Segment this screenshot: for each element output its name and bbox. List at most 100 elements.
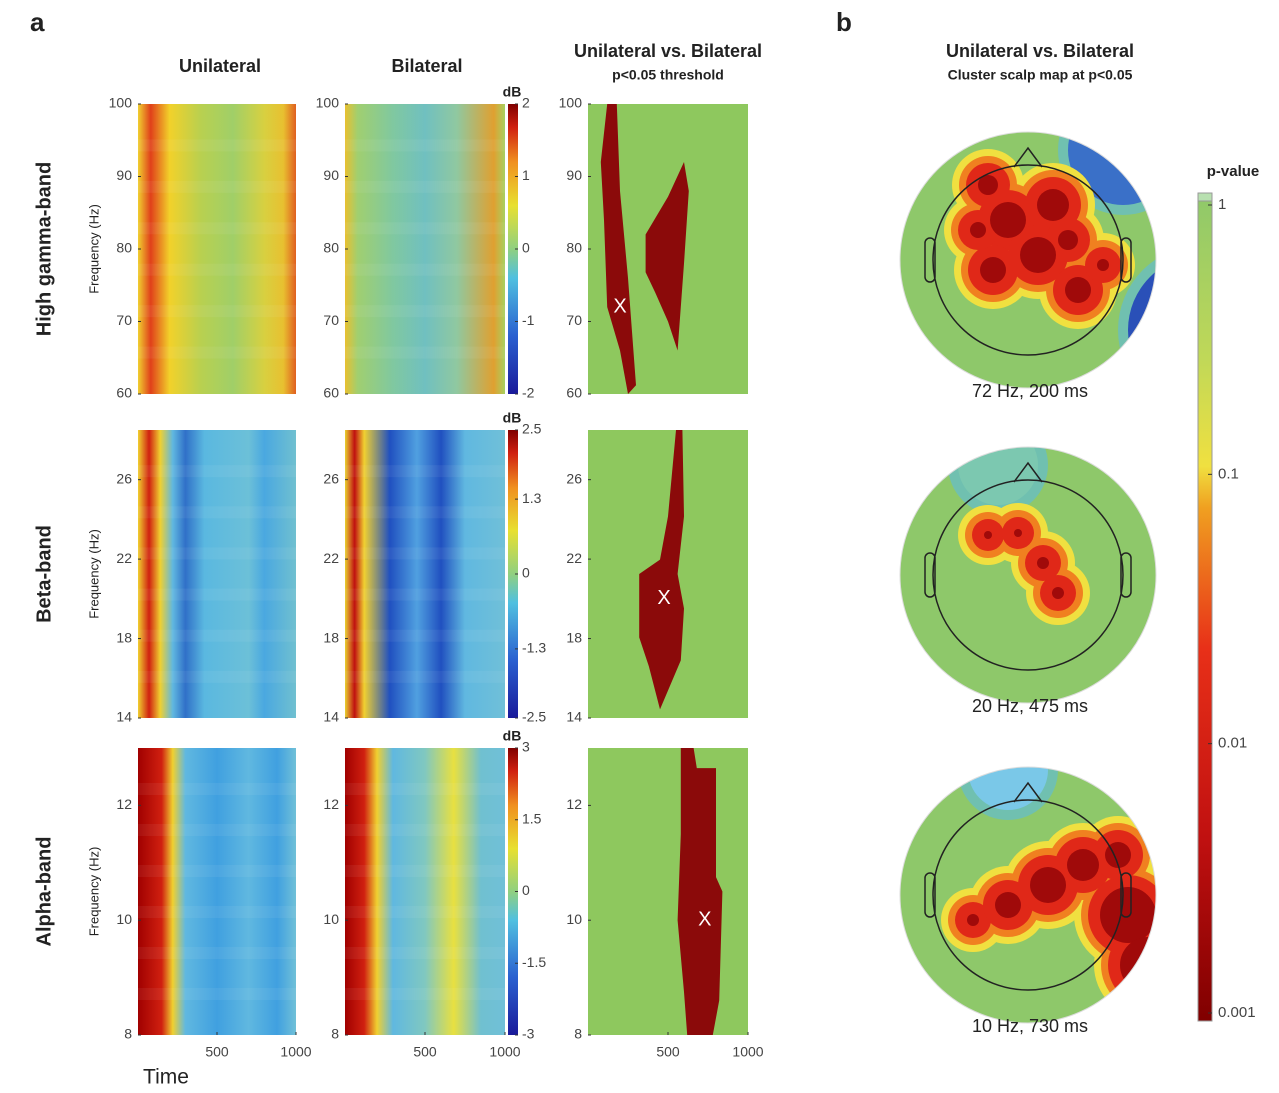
x-tick-label: 1000 [489, 1044, 520, 1060]
colorbar-tick-label: 0 [522, 882, 530, 898]
heatmap-band [345, 222, 505, 234]
y-tick-label: 90 [566, 167, 582, 183]
y-tick-label: 60 [116, 385, 132, 401]
scalp-cluster [1052, 587, 1064, 599]
y-tick-label: 80 [566, 240, 582, 256]
y-tick-label: 14 [566, 709, 582, 725]
x-tick-label: 1000 [732, 1044, 763, 1060]
colorbar-tick-label: 2 [522, 95, 530, 111]
y-tick-label: 10 [566, 911, 582, 927]
scalp-cluster [1065, 277, 1091, 303]
y-tick-label: 70 [116, 312, 132, 328]
heatmap-band [138, 589, 296, 601]
scalp-region [968, 730, 1048, 810]
y-tick-label: 12 [566, 796, 582, 812]
scalp-cluster [1014, 529, 1022, 537]
heatmap-band [138, 465, 296, 477]
colorbar-tick-label: 1.3 [522, 490, 542, 506]
scalp-map [900, 85, 1279, 445]
peak-marker: X [657, 587, 670, 609]
scalp-cluster [1100, 887, 1156, 943]
colorbar-tick-label: 0.1 [1218, 465, 1239, 482]
y-tick-label: 100 [316, 95, 340, 111]
scalp-cluster [1037, 189, 1069, 221]
y-tick-label: 26 [323, 470, 339, 486]
x-tick-label: 1000 [280, 1044, 311, 1060]
y-axis-label: Frequency (Hz) [86, 529, 101, 619]
map-label: 72 Hz, 200 ms [972, 381, 1088, 401]
significant-cluster [678, 748, 723, 1035]
heatmap-band [138, 139, 296, 151]
threshold-note: p<0.05 threshold [612, 67, 724, 83]
y-tick-label: 80 [323, 240, 339, 256]
scalp-map [900, 415, 1156, 703]
scalp-cluster [1037, 557, 1049, 569]
map-label: 20 Hz, 475 ms [972, 696, 1088, 716]
colorbar-tick-label: -2 [522, 385, 535, 401]
scalp-cluster [1058, 230, 1078, 250]
heatmap-band [138, 181, 296, 193]
peak-marker: X [698, 908, 711, 930]
peak-marker: X [613, 295, 626, 317]
y-tick-label: 60 [566, 385, 582, 401]
heatmap-band [345, 547, 505, 559]
heatmap-band [138, 988, 296, 1000]
x-tick-label: 500 [656, 1044, 680, 1060]
panel-title: Unilateral vs. Bilateral [946, 41, 1134, 61]
heatmap-band [345, 465, 505, 477]
y-tick-label: 14 [323, 709, 339, 725]
y-tick-label: 26 [116, 470, 132, 486]
y-tick-label: 8 [574, 1026, 582, 1042]
colorbar-tick-label: -2.5 [522, 709, 546, 725]
heatmap-band [345, 305, 505, 317]
heatmap-band [138, 222, 296, 234]
colorbar-tick-label: -1.3 [522, 640, 546, 656]
heatmap-band [345, 783, 505, 795]
scalp-cluster [1020, 237, 1056, 273]
y-tick-label: 100 [559, 95, 583, 111]
heatmap-band [345, 988, 505, 1000]
colorbar-tick-label: -1 [522, 312, 535, 328]
heatmap-band [345, 824, 505, 836]
y-tick-label: 10 [116, 911, 132, 927]
heatmap-band [345, 671, 505, 683]
y-axis-label: Frequency (Hz) [86, 204, 101, 294]
heatmap-band [138, 906, 296, 918]
y-tick-label: 100 [109, 95, 133, 111]
colorbar-tick-label: 0.01 [1218, 735, 1247, 752]
scalp-cluster [980, 257, 1006, 283]
y-tick-label: 70 [566, 312, 582, 328]
heatmap-band [138, 347, 296, 359]
heatmap-band [345, 506, 505, 518]
row-label: Alpha-band [33, 837, 55, 947]
heatmap-band [345, 347, 505, 359]
y-tick-label: 80 [116, 240, 132, 256]
heatmap-band [345, 264, 505, 276]
heatmap-band [345, 630, 505, 642]
scalp-cluster [970, 222, 986, 238]
colorbar-unit: dB [503, 410, 522, 426]
heatmap-band [138, 305, 296, 317]
colorbar-label: p-value [1207, 163, 1260, 180]
y-axis-label: Frequency (Hz) [86, 847, 101, 937]
heatmap-band [138, 947, 296, 959]
scalp-map [900, 720, 1202, 1023]
heatmap-band [138, 506, 296, 518]
y-tick-label: 60 [323, 385, 339, 401]
stats-background [588, 748, 748, 1035]
panel-subtitle: Cluster scalp map at p<0.05 [948, 67, 1133, 83]
figure: a b Unilateral Bilateral Unilateral vs. … [0, 0, 1279, 1093]
heatmap-band [345, 947, 505, 959]
panel-label: a [30, 7, 45, 37]
heatmap-band [138, 783, 296, 795]
colorbar-top [1198, 193, 1212, 201]
column-title: Unilateral [179, 56, 261, 76]
colorbar-tick-label: 0 [522, 565, 530, 581]
y-tick-label: 8 [124, 1026, 132, 1042]
heatmap-band [138, 865, 296, 877]
colorbar-tick-label: 0 [522, 240, 530, 256]
colorbar-tick-label: 2.5 [522, 421, 542, 437]
colorbar-unit: dB [503, 84, 522, 100]
row-label: Beta-band [33, 525, 55, 623]
y-tick-label: 22 [116, 550, 132, 566]
